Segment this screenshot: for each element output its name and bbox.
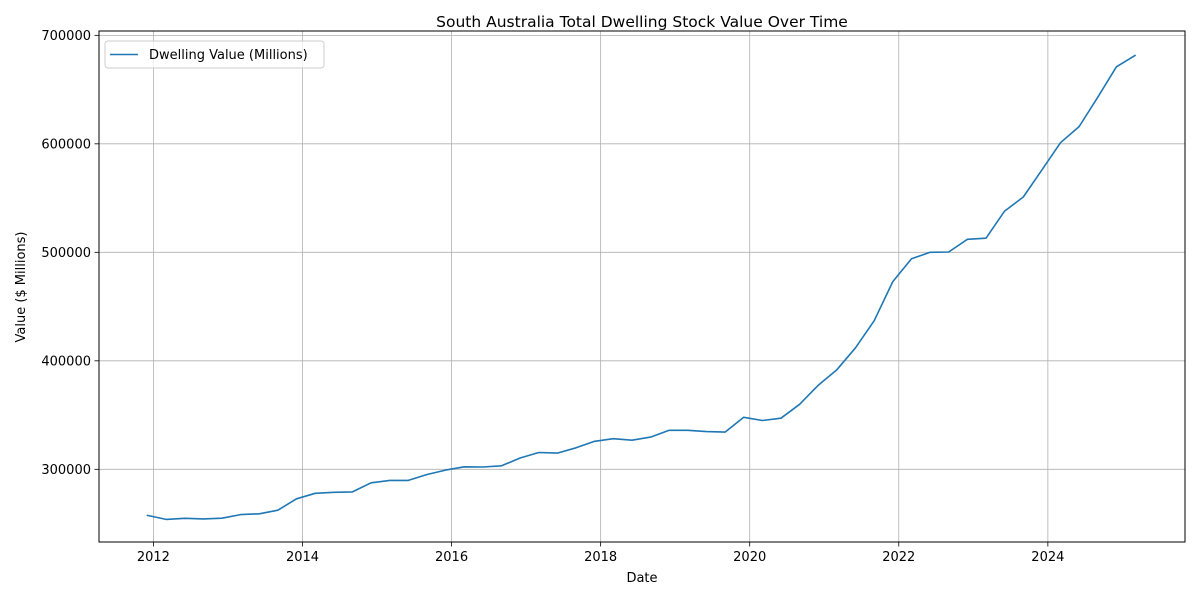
axis-ticks: 2012 2014 2016 2018 2020 2022 2024 300000 400000… <box>41 29 1064 565</box>
series-line-dwelling-value <box>146 54 1136 521</box>
x-tick-label: 2016 <box>435 550 468 565</box>
legend-box <box>104 40 325 69</box>
series-layer <box>146 54 1136 521</box>
x-tick-label: 2012 <box>137 550 170 565</box>
y-tick-label: 600000 <box>41 137 91 152</box>
legend: Dwelling Value (Millions) <box>104 40 325 69</box>
chart-title: South Australia Total Dwelling Stock Val… <box>436 13 848 31</box>
y-tick-label: 700000 <box>41 29 91 44</box>
y-tick-label: 400000 <box>41 354 91 369</box>
y-axis-label: Value ($ Millions) <box>14 231 29 342</box>
x-tick-label: 2018 <box>584 550 617 565</box>
x-tick-label: 2020 <box>733 550 766 565</box>
plot-frame <box>98 30 1186 543</box>
x-axis-label: Date <box>626 571 657 586</box>
y-tick-label: 500000 <box>41 246 91 261</box>
legend-entry: Dwelling Value (Millions) <box>149 48 308 63</box>
x-tick-label: 2024 <box>1031 550 1064 565</box>
x-tick-label: 2022 <box>882 550 915 565</box>
x-tick-label: 2014 <box>286 550 319 565</box>
y-tick-label: 300000 <box>41 463 91 478</box>
grid <box>99 31 1185 542</box>
